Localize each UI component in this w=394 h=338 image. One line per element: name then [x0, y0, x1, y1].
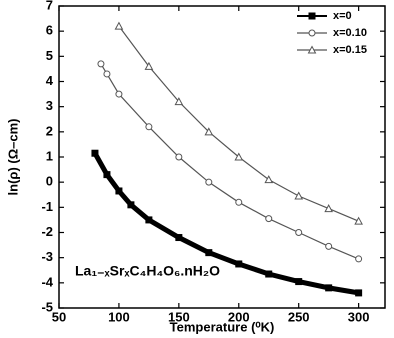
x-tick-label: 300: [348, 309, 370, 324]
marker: [97, 60, 105, 68]
marker: [295, 229, 303, 236]
marker: [127, 201, 135, 209]
y-tick-label: 7: [46, 0, 53, 12]
marker: [114, 21, 124, 30]
marker: [175, 234, 183, 242]
y-tick-label: -3: [41, 249, 53, 264]
y-tick-label: -2: [41, 224, 53, 239]
series-line: [100, 63, 359, 260]
x-tick-label: 150: [168, 309, 190, 324]
marker: [265, 270, 273, 278]
x-tick-label: 200: [228, 309, 250, 324]
marker: [355, 255, 363, 263]
marker: [325, 242, 333, 250]
marker: [144, 61, 154, 70]
marker: [145, 216, 153, 224]
y-tick-label: 1: [46, 148, 53, 163]
legend-label: x=0.10: [333, 27, 367, 39]
marker: [264, 175, 274, 184]
y-tick-label: 4: [46, 73, 54, 88]
marker: [204, 127, 214, 136]
marker: [265, 215, 273, 223]
legend-marker: [308, 29, 316, 37]
x-tick-label: 100: [108, 309, 130, 324]
legend-marker: [308, 12, 316, 20]
legend-label: x=0.15: [333, 44, 367, 56]
y-tick-label: 2: [46, 123, 53, 138]
marker: [354, 216, 363, 225]
x-tick-label: 50: [52, 309, 66, 324]
marker: [115, 90, 123, 98]
marker: [325, 284, 333, 292]
y-tick-label: 5: [46, 48, 53, 63]
x-axis-label: Temperature (⁰K): [170, 319, 275, 334]
marker: [175, 153, 183, 161]
marker: [235, 260, 243, 268]
marker: [294, 191, 304, 200]
marker: [355, 289, 363, 297]
marker: [234, 152, 244, 161]
y-tick-label: -4: [41, 274, 53, 289]
marker: [174, 97, 184, 106]
marker: [295, 278, 303, 286]
marker: [235, 198, 243, 206]
legend-marker: [307, 45, 317, 54]
marker: [103, 171, 111, 179]
marker: [115, 187, 123, 195]
x-tick-label: 250: [288, 309, 310, 324]
marker: [145, 123, 153, 131]
marker: [91, 149, 99, 157]
annotation: La₁₋ₓSrₓC₄H₄O₆.nH₂O: [75, 263, 220, 279]
marker: [205, 249, 213, 257]
y-tick-label: -1: [41, 199, 53, 214]
y-tick-label: 3: [46, 98, 53, 113]
y-tick-label: -5: [41, 299, 53, 314]
legend-label: x=0: [333, 10, 352, 22]
series-line: [118, 25, 359, 222]
y-tick-label: 6: [46, 23, 53, 38]
marker: [103, 70, 111, 78]
marker: [205, 178, 213, 186]
marker: [324, 204, 334, 213]
y-axis-label: ln(ρ) (Ω–cm): [5, 119, 20, 196]
y-tick-label: 0: [46, 174, 53, 189]
